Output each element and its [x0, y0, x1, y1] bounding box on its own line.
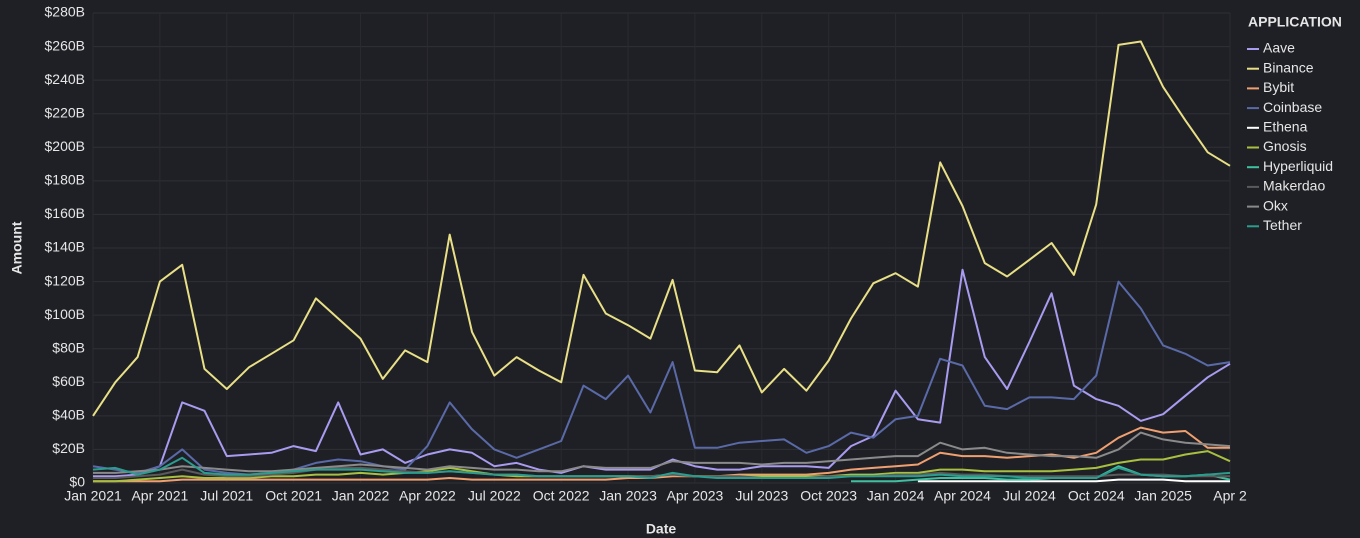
x-tick-label: Oct 2021 — [265, 488, 322, 504]
x-tick-label: Jan 2025 — [1134, 488, 1192, 504]
legend-item[interactable]: Makerdao — [1247, 178, 1325, 194]
y-tick-label: $260B — [45, 37, 85, 53]
legend-label: Okx — [1263, 197, 1288, 213]
legend-label: Makerdao — [1263, 178, 1325, 194]
legend-item[interactable]: Bybit — [1247, 79, 1294, 95]
legend-item[interactable]: Coinbase — [1247, 99, 1322, 115]
x-tick-label: Apr 2022 — [399, 488, 456, 504]
y-axis-title: Amount — [9, 221, 25, 274]
x-tick-label: Jul 2024 — [1003, 488, 1056, 504]
legend-label: Gnosis — [1263, 138, 1307, 154]
legend-item[interactable]: Gnosis — [1247, 138, 1307, 154]
x-tick-label: Oct 2023 — [800, 488, 857, 504]
x-tick-label: Jul 2021 — [200, 488, 253, 504]
x-tick-label: Jan 2023 — [599, 488, 657, 504]
series-line — [92, 40, 1231, 417]
y-tick-label: $280B — [45, 4, 85, 20]
y-tick-label: $160B — [45, 205, 85, 221]
legend-label: Bybit — [1263, 79, 1294, 95]
legend-label: Coinbase — [1263, 99, 1322, 115]
x-tick-label: Jan 2024 — [867, 488, 925, 504]
x-tick-label: Jul 2023 — [735, 488, 788, 504]
legend-item[interactable]: Binance — [1247, 59, 1314, 75]
y-tick-label: $80B — [52, 339, 85, 355]
y-tick-label: $60B — [52, 373, 85, 389]
legend-label: Binance — [1263, 59, 1314, 75]
legend-item[interactable]: Tether — [1247, 217, 1302, 233]
x-tick-label: Jan 2021 — [64, 488, 122, 504]
x-tick-label: Apr 2021 — [131, 488, 188, 504]
x-tick-label: Apr 2024 — [934, 488, 991, 504]
x-tick-label: Apr 2 — [1213, 488, 1247, 504]
legend-title: APPLICATION — [1248, 14, 1342, 30]
y-tick-label: $40B — [52, 407, 85, 423]
legend-item[interactable]: Hyperliquid — [1247, 158, 1333, 174]
y-tick-label: $220B — [45, 104, 85, 120]
y-tick-label: $180B — [45, 172, 85, 188]
y-tick-label: $140B — [45, 239, 85, 255]
y-tick-label: $100B — [45, 306, 85, 322]
y-tick-label: $120B — [45, 272, 85, 288]
legend-item[interactable]: Okx — [1247, 197, 1288, 213]
x-tick-label: Oct 2022 — [533, 488, 590, 504]
series-line — [917, 478, 1230, 483]
legend-label: Ethena — [1263, 119, 1308, 135]
x-tick-label: Oct 2024 — [1068, 488, 1125, 504]
legend-label: Hyperliquid — [1263, 158, 1333, 174]
legend-item[interactable]: Ethena — [1247, 119, 1308, 135]
x-tick-label: Jan 2022 — [332, 488, 390, 504]
y-tick-label: $240B — [45, 71, 85, 87]
series-line — [92, 456, 1231, 479]
y-tick-label: $0 — [69, 474, 85, 490]
series-line — [93, 431, 1231, 474]
y-tick-label: $20B — [52, 440, 85, 456]
x-axis-title: Date — [646, 521, 677, 537]
legend-item[interactable]: Aave — [1247, 40, 1295, 56]
x-tick-label: Apr 2023 — [667, 488, 724, 504]
legend-label: Aave — [1263, 40, 1295, 56]
legend-label: Tether — [1263, 217, 1302, 233]
x-tick-label: Jul 2022 — [468, 488, 521, 504]
y-tick-label: $200B — [45, 138, 85, 154]
